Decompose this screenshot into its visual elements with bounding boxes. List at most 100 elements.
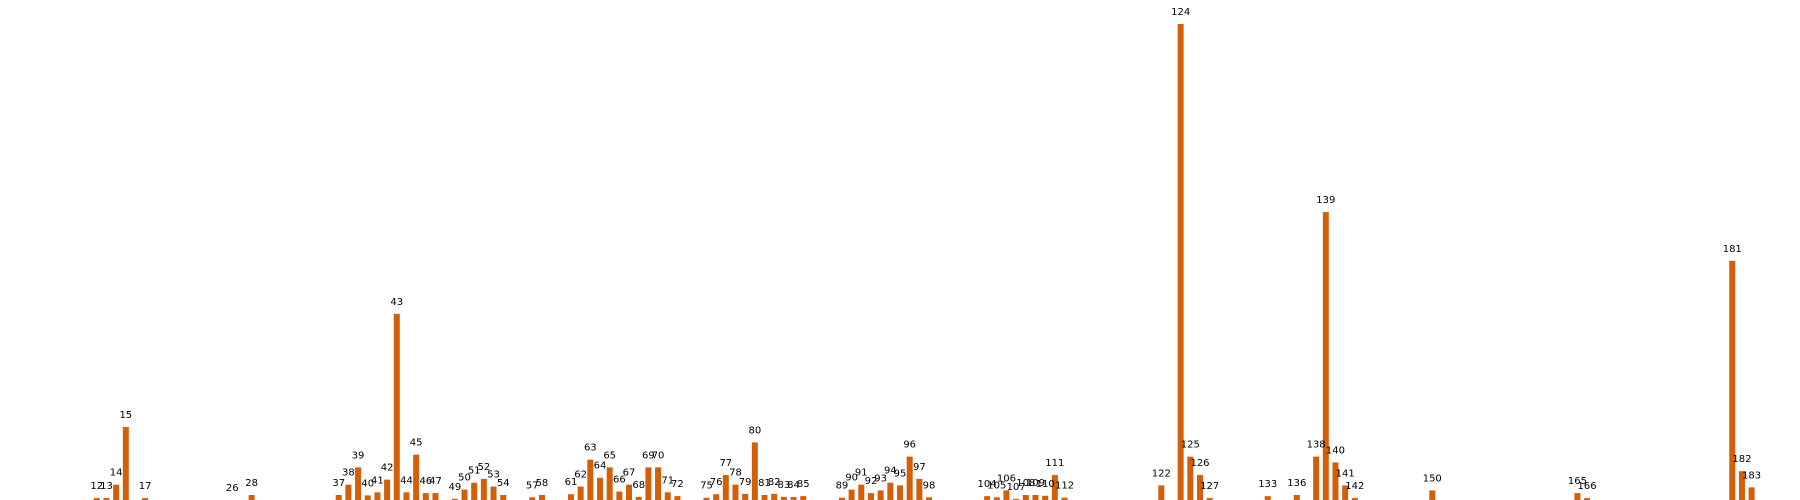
bar-142 xyxy=(1351,498,1358,500)
bar-label-98: 98 xyxy=(923,480,936,491)
bar-182 xyxy=(1738,471,1745,500)
bar-label-39: 39 xyxy=(352,450,365,461)
bar-12 xyxy=(93,498,100,500)
bar-133 xyxy=(1264,496,1271,500)
bar-label-53: 53 xyxy=(487,470,500,481)
bar-65 xyxy=(606,467,613,500)
bar-label-79: 79 xyxy=(739,477,752,488)
bar-77 xyxy=(722,475,729,500)
bar-label-141: 141 xyxy=(1336,468,1355,479)
bar-label-72: 72 xyxy=(671,479,684,490)
bar-label-77: 77 xyxy=(719,458,732,469)
bar-label-65: 65 xyxy=(603,450,616,461)
bar-83 xyxy=(780,496,787,500)
bar-label-70: 70 xyxy=(652,450,665,461)
bar-label-26: 26 xyxy=(226,483,239,494)
bar-90 xyxy=(848,489,855,500)
bar-53 xyxy=(490,486,497,500)
bar-label-81: 81 xyxy=(758,478,771,489)
bar-141 xyxy=(1342,485,1349,500)
bar-label-71: 71 xyxy=(661,475,674,486)
bar-label-82: 82 xyxy=(768,477,781,488)
bar-45 xyxy=(413,454,420,500)
bar-37 xyxy=(335,495,342,500)
bar-112 xyxy=(1061,497,1068,500)
bar-76 xyxy=(713,494,720,500)
bar-181 xyxy=(1729,260,1736,500)
bar-69 xyxy=(645,467,652,500)
bar-label-61: 61 xyxy=(565,477,578,488)
bar-111 xyxy=(1051,475,1058,500)
bar-label-64: 64 xyxy=(594,461,607,472)
bar-75 xyxy=(703,497,710,500)
bar-label-125: 125 xyxy=(1181,440,1200,451)
bar-label-89: 89 xyxy=(836,481,849,492)
bar-label-96: 96 xyxy=(903,440,916,451)
bar-label-91: 91 xyxy=(855,468,868,479)
bar-104 xyxy=(984,496,991,500)
bar-28 xyxy=(248,495,255,500)
bar-42 xyxy=(384,479,391,500)
bar-label-183: 183 xyxy=(1742,470,1761,481)
bar-label-38: 38 xyxy=(342,468,355,479)
bar-14 xyxy=(113,484,120,500)
bar-label-15: 15 xyxy=(119,410,132,421)
bar-165 xyxy=(1574,493,1581,500)
bar-85 xyxy=(800,496,807,500)
bar-71 xyxy=(664,492,671,500)
bar-label-47: 47 xyxy=(429,476,442,487)
bar-47 xyxy=(432,493,439,500)
bar-label-94: 94 xyxy=(884,466,897,477)
bar-label-105: 105 xyxy=(987,480,1006,491)
bar-107 xyxy=(1013,498,1020,500)
bar-label-109: 109 xyxy=(1026,478,1045,489)
bar-label-85: 85 xyxy=(797,479,810,490)
bar-138 xyxy=(1313,456,1320,500)
bar-13 xyxy=(103,498,110,500)
bar-109 xyxy=(1032,495,1039,500)
bar-label-63: 63 xyxy=(584,443,597,454)
bar-label-13: 13 xyxy=(100,481,113,492)
bar-label-138: 138 xyxy=(1307,440,1326,451)
bar-39 xyxy=(355,467,362,500)
bar-122 xyxy=(1158,485,1165,500)
bar-label-12: 12 xyxy=(90,481,103,492)
bar-57 xyxy=(529,497,536,500)
bar-label-67: 67 xyxy=(623,468,636,479)
bar-label-62: 62 xyxy=(574,470,587,481)
bar-label-45: 45 xyxy=(410,438,423,449)
bar-label-75: 75 xyxy=(700,481,713,492)
bar-label-49: 49 xyxy=(448,482,461,493)
bar-61 xyxy=(567,494,574,500)
bar-label-83: 83 xyxy=(778,480,791,491)
bar-105 xyxy=(993,497,1000,500)
bar-70 xyxy=(655,467,662,500)
bar-label-181: 181 xyxy=(1723,244,1742,255)
bar-label-124: 124 xyxy=(1171,7,1190,18)
bar-40 xyxy=(364,495,371,500)
bar-label-14: 14 xyxy=(110,468,123,479)
bar-label-69: 69 xyxy=(642,450,655,461)
bar-label-92: 92 xyxy=(865,476,878,487)
bars-group xyxy=(93,24,1755,500)
bar-82 xyxy=(771,493,778,500)
bar-label-95: 95 xyxy=(894,468,907,479)
bar-78 xyxy=(732,484,739,500)
bar-81 xyxy=(761,495,768,500)
bar-44 xyxy=(403,492,410,500)
bar-139 xyxy=(1322,212,1329,500)
bar-92 xyxy=(867,493,874,500)
bar-46 xyxy=(422,493,429,500)
bar-94 xyxy=(887,482,894,500)
bar-label-84: 84 xyxy=(787,480,800,491)
bar-label-112: 112 xyxy=(1055,481,1074,492)
bar-label-106: 106 xyxy=(997,473,1016,484)
bar-125 xyxy=(1187,456,1194,500)
bar-label-142: 142 xyxy=(1345,481,1364,492)
bar-label-40: 40 xyxy=(361,478,374,489)
bar-label-80: 80 xyxy=(748,425,761,436)
bar-label-139: 139 xyxy=(1316,195,1335,206)
bar-106 xyxy=(1003,490,1010,500)
bar-58 xyxy=(538,495,545,500)
bar-95 xyxy=(897,485,903,500)
